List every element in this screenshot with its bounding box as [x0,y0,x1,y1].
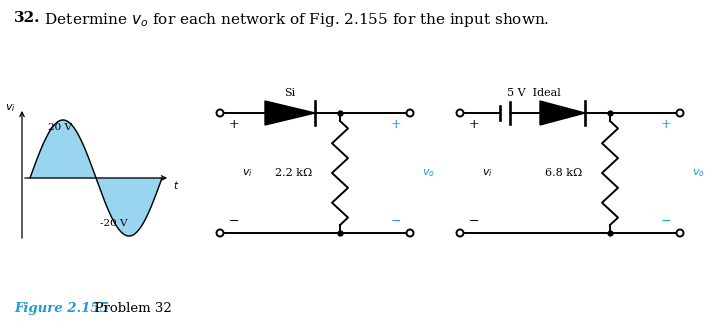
Text: +: + [228,119,239,132]
Text: Figure 2.155: Figure 2.155 [14,302,109,315]
Polygon shape [540,101,585,125]
Text: $v_i$: $v_i$ [242,167,253,179]
Text: −: − [661,214,672,227]
Polygon shape [265,101,315,125]
Text: $v_i$: $v_i$ [5,102,16,114]
Text: 5 V  Ideal: 5 V Ideal [507,88,561,98]
Text: 2.2 kΩ: 2.2 kΩ [275,168,312,178]
Text: −: − [228,214,239,227]
Text: 20 V: 20 V [48,124,72,133]
Text: $v_o$: $v_o$ [692,167,705,179]
Text: Determine $v_o$ for each network of Fig. 2.155 for the input shown.: Determine $v_o$ for each network of Fig.… [35,11,549,29]
Text: 32.: 32. [14,11,41,25]
Text: Si: Si [284,88,296,98]
Text: +: + [661,119,672,132]
Text: 6.8 kΩ: 6.8 kΩ [545,168,582,178]
Text: $t$: $t$ [173,179,180,191]
Text: -20 V: -20 V [100,219,127,228]
Polygon shape [30,120,96,178]
Text: +: + [469,119,479,132]
Polygon shape [96,178,162,236]
Text: −: − [469,214,479,227]
Text: +: + [391,119,401,132]
Text: $v_o$: $v_o$ [422,167,435,179]
Text: −: − [391,214,401,227]
Text: Problem 32: Problem 32 [86,302,172,315]
Text: $v_i$: $v_i$ [482,167,493,179]
